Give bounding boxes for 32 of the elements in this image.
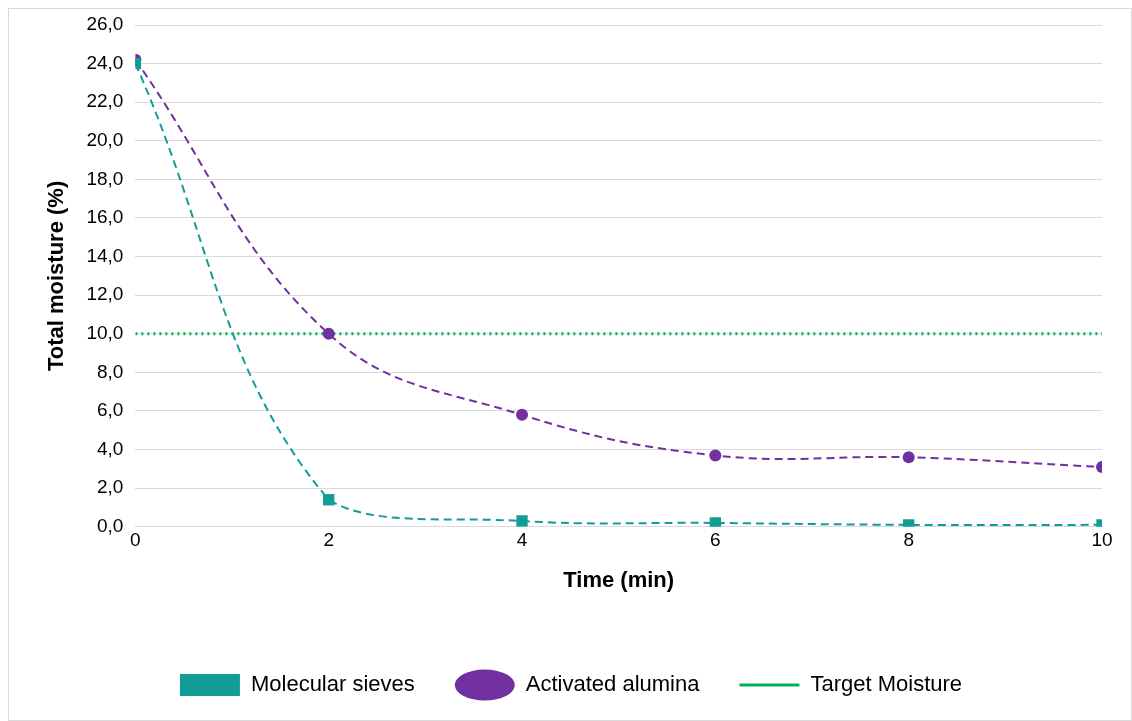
y-tick-label: 18,0 xyxy=(86,167,124,189)
x-tick-label: 2 xyxy=(323,529,334,551)
x-axis-title: Time (min) xyxy=(563,566,675,592)
x-tick-label: 6 xyxy=(710,529,721,551)
y-tick-label: 6,0 xyxy=(96,399,124,421)
y-axis-title: Total moisture (%) xyxy=(43,180,69,372)
point xyxy=(323,494,335,506)
x-tick-label: 4 xyxy=(516,529,528,551)
y-tick-label: 20,0 xyxy=(86,129,124,151)
y-tick-label: 10,0 xyxy=(86,322,124,344)
point xyxy=(516,408,529,421)
y-tick-label: 12,0 xyxy=(86,283,124,305)
legend-label: Target Moisture xyxy=(810,671,963,697)
point xyxy=(516,515,528,527)
y-tick-label: 26,0 xyxy=(86,13,124,35)
point xyxy=(709,449,722,462)
x-tick-label: 10 xyxy=(1091,529,1113,551)
x-tick-label: 0 xyxy=(130,529,141,551)
y-tick-label: 8,0 xyxy=(96,360,124,382)
point xyxy=(322,327,335,340)
y-tick-label: 16,0 xyxy=(86,206,124,228)
point xyxy=(902,451,915,464)
y-tick-label: 24,0 xyxy=(86,51,124,73)
y-tick-label: 4,0 xyxy=(96,437,124,459)
x-tick-label: 8 xyxy=(903,529,914,551)
y-tick-label: 0,0 xyxy=(96,515,124,537)
legend-label: Activated alumina xyxy=(525,671,701,697)
point xyxy=(709,517,722,527)
y-tick-label: 14,0 xyxy=(86,244,124,266)
y-tick-label: 2,0 xyxy=(96,476,124,498)
legend-label: Molecular sieves xyxy=(250,671,415,697)
y-tick-label: 22,0 xyxy=(86,90,124,112)
